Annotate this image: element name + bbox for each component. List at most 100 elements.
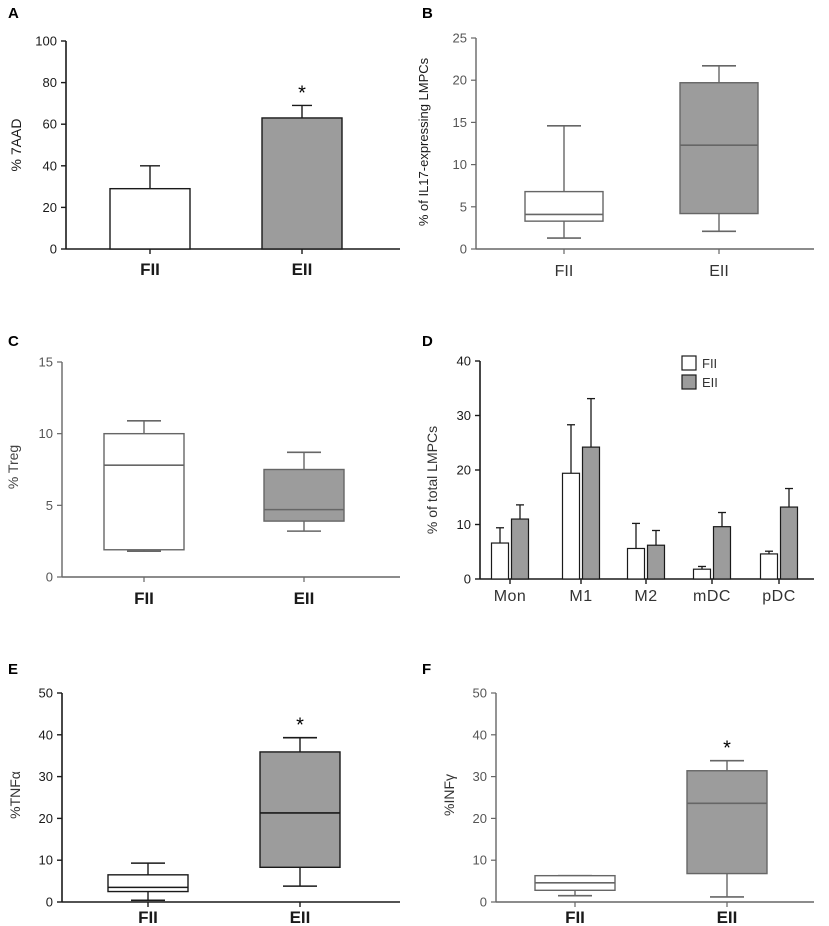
y-tick-label: 25	[453, 31, 467, 46]
y-tick-label: 60	[43, 117, 57, 132]
y-tick-label: 50	[473, 686, 487, 701]
bar-pdc-eii	[779, 506, 799, 580]
x-tick-label: EII	[294, 589, 315, 608]
y-tick-label: 10	[457, 517, 471, 532]
y-tick-label: 15	[39, 355, 53, 370]
x-tick-label: EII	[292, 260, 313, 279]
y-tick-label: 10	[453, 157, 467, 172]
y-tick-label: 20	[39, 811, 53, 826]
panel-e-tnfa-box-plot: E %TNFα 0 10 20 30 40 50 FII EII *	[7, 661, 400, 926]
y-tick-label: 0	[464, 572, 471, 587]
bar-mon-fii	[490, 542, 510, 580]
y-tick-label: 100	[35, 34, 57, 49]
legend: FII EII	[681, 355, 718, 390]
x-tick-label: pDC	[762, 588, 796, 605]
axes: 0 5 10 15 20 25	[453, 31, 814, 257]
panel-label: E	[8, 661, 18, 678]
x-tick-label: EII	[717, 908, 738, 926]
y-axis-label: % 7AAD	[8, 119, 24, 172]
y-tick-label: 0	[480, 895, 487, 910]
bar-mon-eii	[510, 518, 530, 580]
axes: 0 20 40 60 80 100	[35, 34, 400, 257]
panel-label: A	[8, 5, 19, 22]
y-tick-label: 5	[460, 199, 467, 214]
y-tick-label: 0	[460, 242, 467, 257]
bar-m2-fii	[626, 547, 646, 580]
significance-star: *	[298, 82, 306, 104]
iqr-box	[107, 874, 189, 893]
panel-c-treg-box-plot: C % Treg 0 5 10 15 FII EII	[5, 333, 400, 608]
y-axis-label: % of total LMPCs	[424, 426, 440, 534]
y-tick-label: 40	[39, 727, 53, 742]
y-tick-label: 40	[457, 354, 471, 369]
y-tick-label: 30	[39, 769, 53, 784]
y-axis-label: %INFγ	[441, 774, 457, 816]
bar-mdc-eii	[712, 526, 732, 580]
bar-eii	[261, 117, 343, 250]
y-axis-label: %TNFα	[7, 771, 23, 819]
box-fii	[103, 419, 185, 552]
legend-label-fii: FII	[702, 356, 717, 371]
bar-pdc-fii	[759, 553, 779, 580]
iqr-box	[259, 751, 341, 869]
y-tick-label: 50	[39, 686, 53, 701]
x-tick-label: FII	[134, 589, 154, 608]
x-tick-label: Mon	[494, 588, 527, 605]
significance-star: *	[723, 738, 731, 760]
significance-star: *	[296, 715, 304, 737]
marks: FII EII *	[109, 82, 343, 279]
bar-mdc-fii	[692, 568, 712, 580]
legend-label-eii: EII	[702, 375, 718, 390]
panel-a-7aad-bar-chart: A % 7AAD 0 20 40 60 80 100 FII EII *	[8, 5, 400, 279]
box-eii	[263, 451, 345, 532]
marks: FII EII	[103, 419, 345, 608]
y-tick-label: 10	[39, 853, 53, 868]
marks: FII EII *	[107, 715, 341, 926]
y-tick-label: 20	[43, 200, 57, 215]
axes: 0 5 10 15	[39, 355, 400, 585]
y-tick-label: 40	[473, 727, 487, 742]
iqr-box	[263, 468, 345, 522]
y-tick-label: 20	[457, 463, 471, 478]
bar-m1-fii	[561, 472, 581, 580]
x-tick-label: M1	[569, 588, 592, 605]
box-fii	[524, 124, 604, 239]
y-tick-label: 0	[46, 895, 53, 910]
y-tick-label: 5	[46, 498, 53, 513]
bar-m2-eii	[646, 544, 666, 580]
iqr-box	[524, 190, 604, 222]
box-eii	[679, 65, 759, 233]
bar-fii	[109, 187, 191, 250]
panel-label: D	[422, 333, 433, 350]
y-tick-label: 40	[43, 158, 57, 173]
panel-label: F	[422, 661, 431, 678]
x-tick-label: FII	[140, 260, 160, 279]
axes: 0 10 20 30 40	[457, 354, 814, 587]
iqr-box	[686, 770, 768, 875]
x-tick-label: EII	[290, 908, 311, 926]
axes: 0 10 20 30 40 50	[473, 686, 814, 910]
y-tick-label: 20	[473, 811, 487, 826]
iqr-box	[679, 82, 759, 215]
panel-d-lmpc-grouped-bar-chart: D % of total LMPCs 0 10 20 30 40 Mon M1 M2 mDC p…	[422, 333, 814, 605]
iqr-box	[103, 432, 185, 551]
x-tick-label: FII	[138, 908, 158, 926]
y-tick-label: 30	[457, 408, 471, 423]
y-tick-label: 0	[50, 242, 57, 257]
box-fii	[534, 874, 616, 897]
y-tick-label: 15	[453, 115, 467, 130]
box-eii	[686, 759, 768, 898]
y-tick-label: 80	[43, 75, 57, 90]
marks: FII EII	[524, 65, 759, 280]
panel-b-il17-box-plot: B % of IL17-expressing LMPCs 0510152025 …	[416, 5, 814, 280]
legend-swatch-eii	[681, 374, 697, 390]
x-tick-label: EII	[709, 263, 729, 280]
box-eii	[259, 736, 341, 887]
bar-m1-eii	[581, 446, 601, 580]
panel-label: C	[8, 333, 19, 350]
y-axis-label: % Treg	[5, 445, 21, 489]
panel-label: B	[422, 5, 433, 22]
marks: Mon M1 M2 mDC pDC	[490, 397, 799, 605]
panel-f-infg-box-plot: F %INFγ 0 10 20 30 40 50 FII EII *	[422, 661, 814, 926]
marks: FII EII *	[534, 738, 768, 926]
